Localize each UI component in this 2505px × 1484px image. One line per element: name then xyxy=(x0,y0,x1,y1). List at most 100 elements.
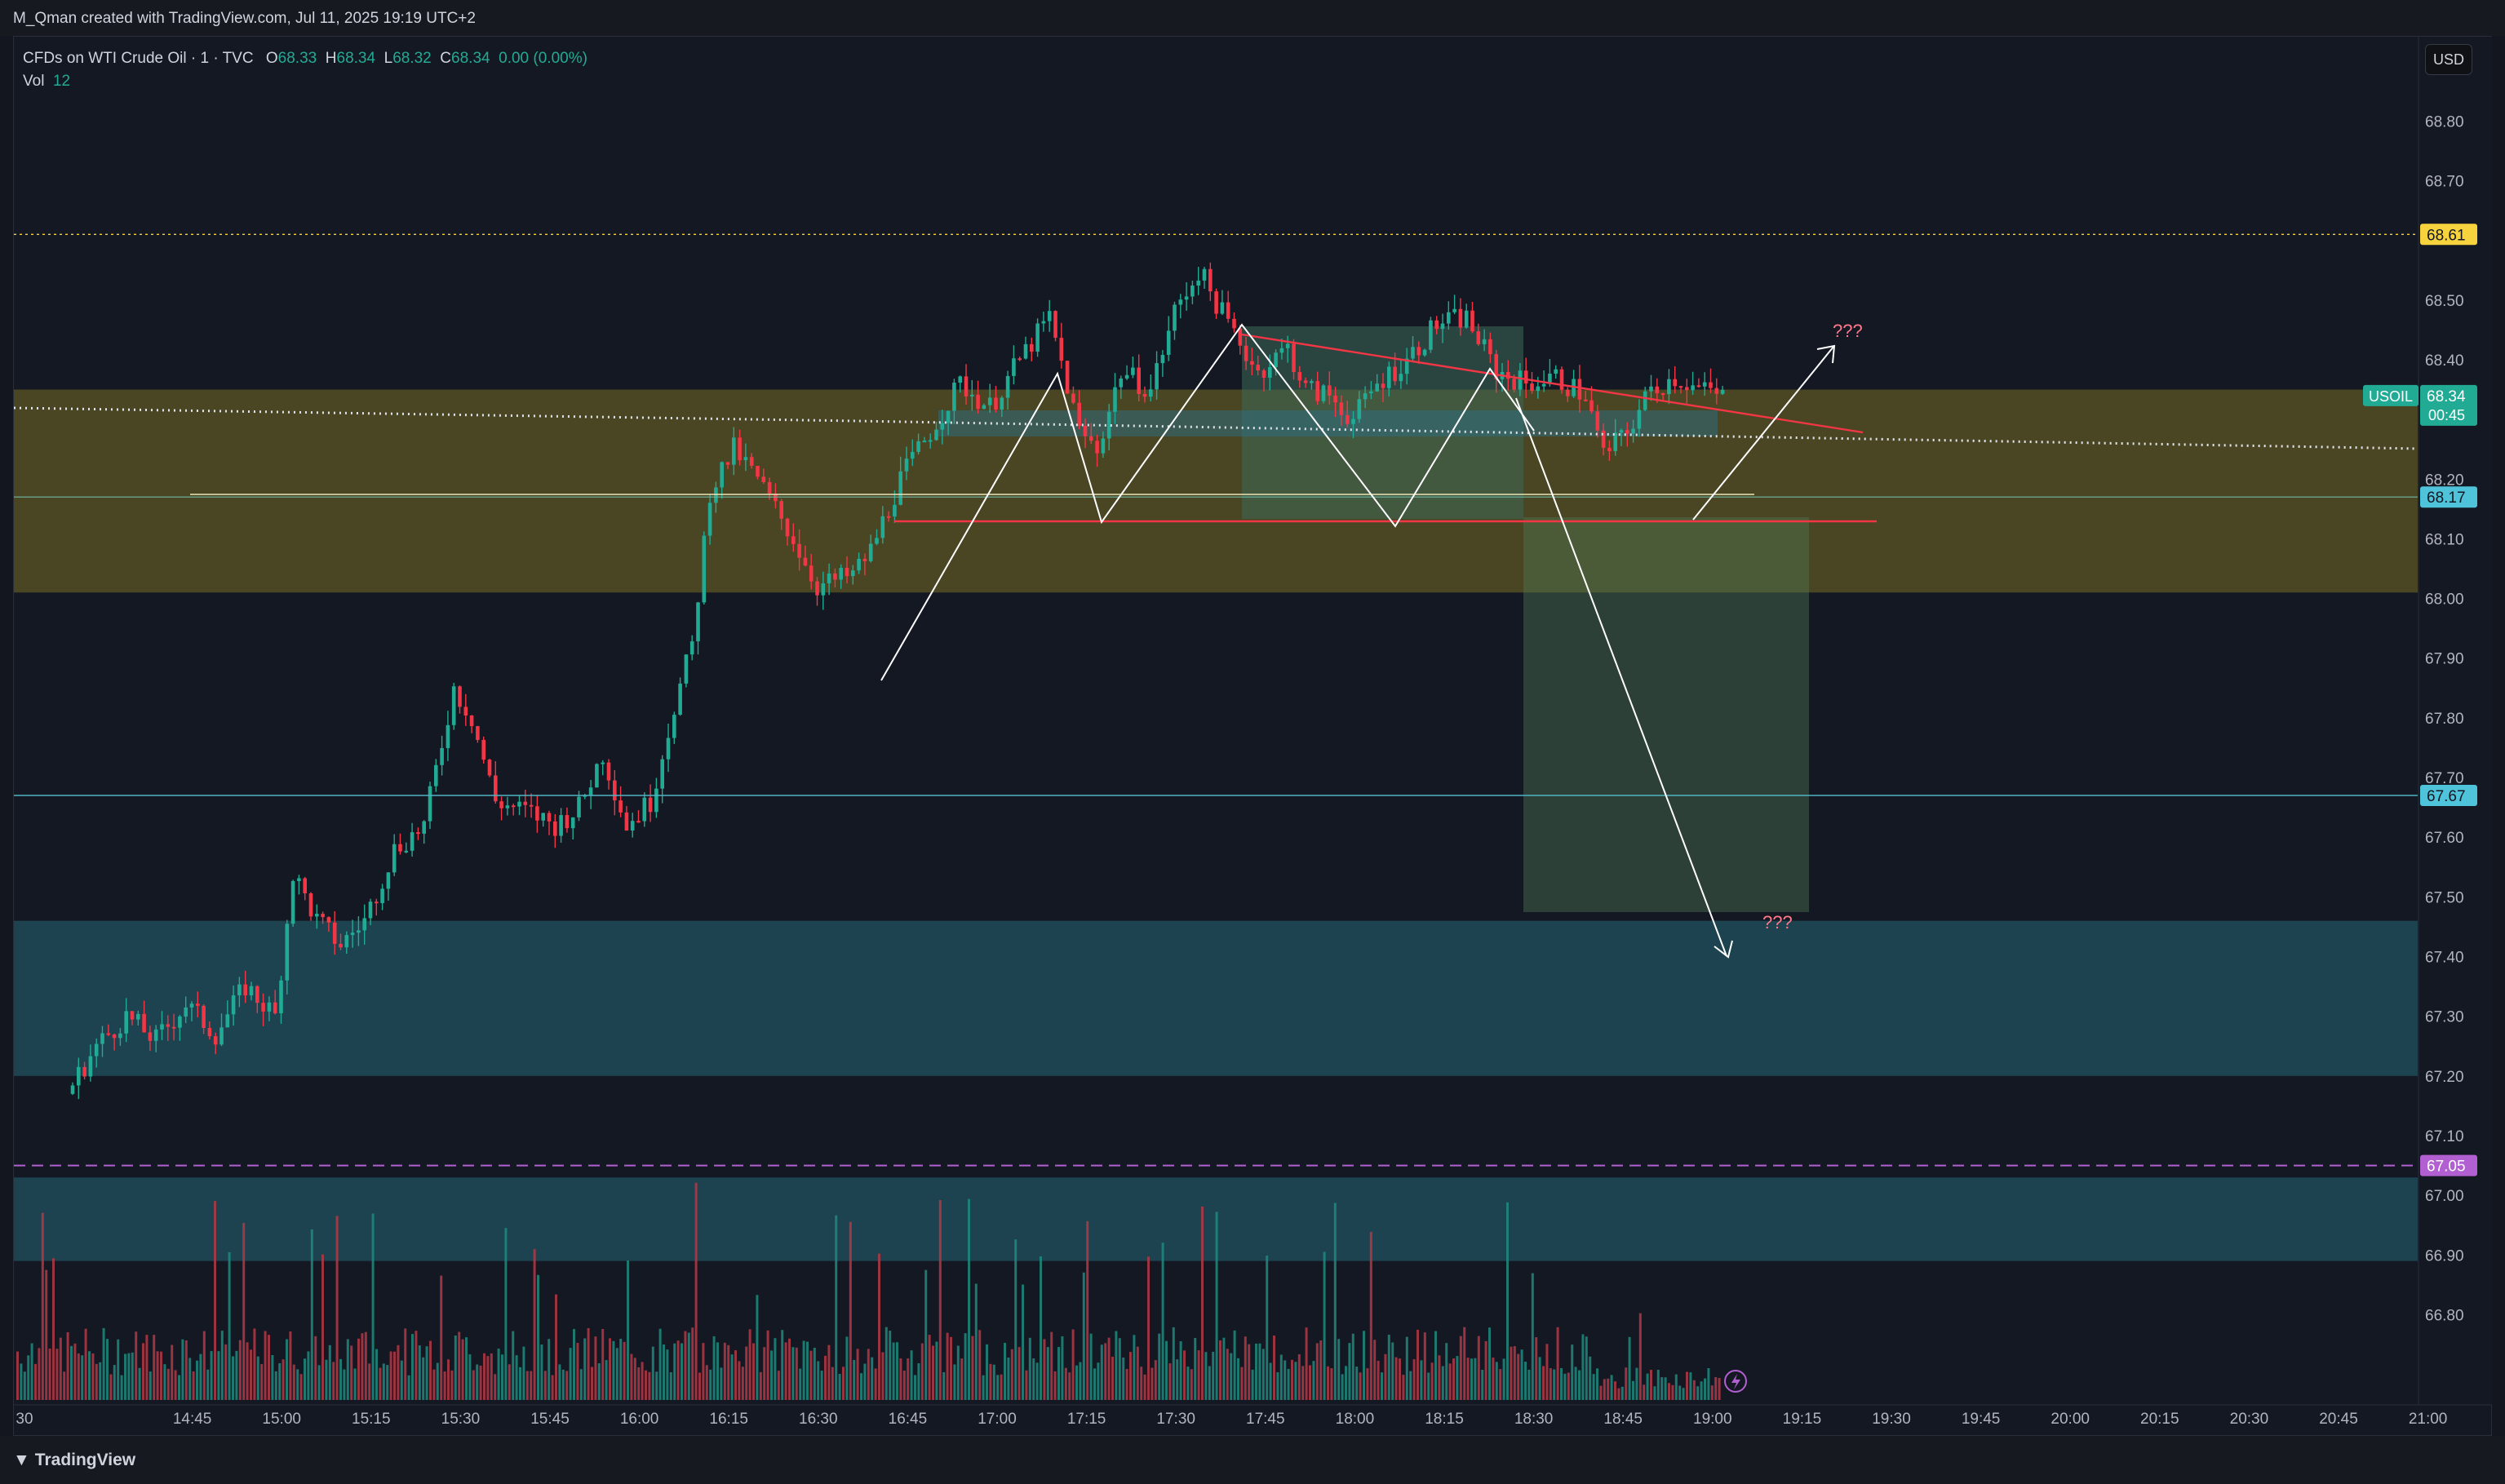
candle-body[interactable] xyxy=(1178,299,1183,305)
candle-body[interactable] xyxy=(1720,389,1725,394)
candle-body[interactable] xyxy=(1250,361,1254,365)
candle-body[interactable] xyxy=(1678,386,1683,388)
candle-body[interactable] xyxy=(1124,374,1129,379)
candle-body[interactable] xyxy=(315,914,319,917)
candle-body[interactable] xyxy=(428,786,432,822)
candle-body[interactable] xyxy=(702,535,707,603)
candle-body[interactable] xyxy=(1101,438,1106,454)
candle-body[interactable] xyxy=(1226,302,1230,319)
candle-body[interactable] xyxy=(1429,320,1433,350)
candle-body[interactable] xyxy=(595,764,599,788)
candle-body[interactable] xyxy=(1685,387,1689,391)
candle-body[interactable] xyxy=(1554,369,1558,374)
candle-body[interactable] xyxy=(1357,399,1362,419)
candle-body[interactable] xyxy=(82,1066,86,1077)
candle-body[interactable] xyxy=(1030,343,1034,352)
candle-body[interactable] xyxy=(189,1003,194,1008)
candle-body[interactable] xyxy=(368,901,373,919)
candle-body[interactable] xyxy=(458,686,462,707)
candle-body[interactable] xyxy=(1595,411,1600,431)
candle-body[interactable] xyxy=(1166,330,1171,355)
candle-body[interactable] xyxy=(987,397,992,405)
candle-body[interactable] xyxy=(1018,358,1022,361)
candle-body[interactable] xyxy=(237,984,242,996)
candle-body[interactable] xyxy=(535,806,539,821)
candle-body[interactable] xyxy=(1149,389,1153,397)
annotation-up[interactable]: ??? xyxy=(1833,321,1863,341)
candle-body[interactable] xyxy=(1583,399,1588,401)
candle-body[interactable] xyxy=(559,815,563,836)
candle-body[interactable] xyxy=(654,788,658,813)
candle-body[interactable] xyxy=(1071,393,1075,403)
candle-body[interactable] xyxy=(964,376,969,396)
candle-body[interactable] xyxy=(1119,379,1124,388)
lightning-icon[interactable] xyxy=(1724,1370,1747,1393)
candle-body[interactable] xyxy=(1077,402,1081,426)
candle-body[interactable] xyxy=(1059,338,1064,361)
candle-body[interactable] xyxy=(946,410,951,423)
candle-body[interactable] xyxy=(1303,380,1308,383)
candle-body[interactable] xyxy=(696,602,700,642)
candle-body[interactable] xyxy=(130,1011,135,1020)
candle-body[interactable] xyxy=(1548,373,1552,384)
candle-body[interactable] xyxy=(1041,321,1046,324)
candle-body[interactable] xyxy=(1279,348,1284,353)
candle-body[interactable] xyxy=(547,813,552,822)
candle-body[interactable] xyxy=(386,872,391,889)
candle-body[interactable] xyxy=(476,726,480,740)
candle-body[interactable] xyxy=(1244,345,1248,361)
candle-body[interactable] xyxy=(1261,370,1266,378)
candle-body[interactable] xyxy=(1268,367,1272,378)
candle-body[interactable] xyxy=(249,986,254,996)
candle-body[interactable] xyxy=(743,457,748,461)
candle-body[interactable] xyxy=(1607,447,1612,451)
candle-body[interactable] xyxy=(1000,397,1004,410)
candle-body[interactable] xyxy=(196,1003,200,1006)
candle-body[interactable] xyxy=(463,707,468,715)
candle-body[interactable] xyxy=(1381,383,1386,388)
candle-body[interactable] xyxy=(756,466,760,477)
candle-body[interactable] xyxy=(1589,400,1594,412)
candle-body[interactable] xyxy=(1256,365,1260,371)
candle-body[interactable] xyxy=(517,801,521,807)
candle-body[interactable] xyxy=(202,1005,206,1028)
candle-body[interactable] xyxy=(219,1027,224,1045)
candle-body[interactable] xyxy=(487,760,492,776)
candle-body[interactable] xyxy=(350,932,355,936)
candle-body[interactable] xyxy=(1464,310,1469,328)
candle-body[interactable] xyxy=(523,801,528,805)
candle-body[interactable] xyxy=(1012,358,1016,376)
candle-body[interactable] xyxy=(1655,386,1660,394)
candle-body[interactable] xyxy=(1566,389,1570,396)
tradingview-logo[interactable]: ▼ TradingView xyxy=(13,1451,135,1470)
candle-body[interactable] xyxy=(451,686,456,725)
candle-body[interactable] xyxy=(326,917,331,923)
position-target-box[interactable] xyxy=(1523,517,1809,912)
candle-body[interactable] xyxy=(1619,430,1624,433)
candle-body[interactable] xyxy=(1351,419,1355,424)
candle-body[interactable] xyxy=(875,538,879,544)
candle-body[interactable] xyxy=(380,888,384,904)
candle-body[interactable] xyxy=(898,471,902,505)
candle-body[interactable] xyxy=(1512,379,1516,390)
candle-body[interactable] xyxy=(446,724,450,748)
candle-body[interactable] xyxy=(767,481,772,494)
candle-body[interactable] xyxy=(1321,385,1326,401)
candle-body[interactable] xyxy=(1667,379,1671,395)
candle-body[interactable] xyxy=(398,844,402,852)
candle-body[interactable] xyxy=(1440,323,1445,330)
candle-body[interactable] xyxy=(684,654,689,684)
descending-trendline[interactable] xyxy=(1241,333,1864,434)
candle-body[interactable] xyxy=(570,817,575,829)
candle-body[interactable] xyxy=(707,503,712,536)
candle-body[interactable] xyxy=(1173,304,1177,331)
candle-body[interactable] xyxy=(308,893,313,917)
candle-body[interactable] xyxy=(469,715,474,727)
candle-body[interactable] xyxy=(839,568,843,580)
candle-body[interactable] xyxy=(666,738,671,760)
candle-body[interactable] xyxy=(1208,268,1213,292)
bullish-projection[interactable] xyxy=(1692,346,1834,521)
candle-body[interactable] xyxy=(1696,385,1701,388)
candle-body[interactable] xyxy=(618,800,623,813)
